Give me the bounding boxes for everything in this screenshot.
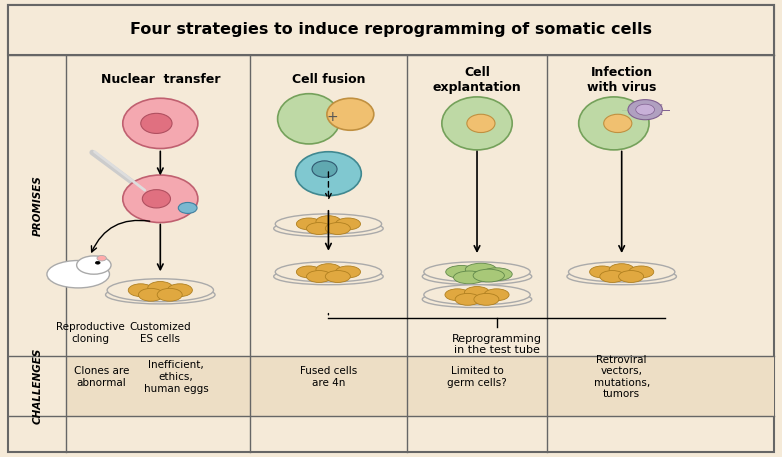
Ellipse shape [296,218,321,230]
Text: Four strategies to induce reprogramming of somatic cells: Four strategies to induce reprogramming … [130,22,652,37]
Circle shape [628,100,662,120]
Ellipse shape [481,268,512,281]
Text: Retroviral
vectors,
mutations,
tumors: Retroviral vectors, mutations, tumors [594,355,650,399]
Ellipse shape [422,291,532,308]
Ellipse shape [138,288,163,301]
Ellipse shape [465,287,490,298]
Ellipse shape [604,114,632,133]
Text: Limited to
germ cells?: Limited to germ cells? [447,366,507,388]
Ellipse shape [600,271,625,282]
Ellipse shape [424,262,530,282]
Ellipse shape [424,285,530,305]
Ellipse shape [148,282,173,294]
FancyBboxPatch shape [8,5,774,55]
FancyBboxPatch shape [8,5,774,452]
Ellipse shape [47,260,109,288]
Text: Cell
explantation: Cell explantation [432,66,522,94]
Ellipse shape [296,152,361,196]
Ellipse shape [567,268,676,285]
FancyBboxPatch shape [66,356,774,416]
Text: +: + [327,110,338,123]
Text: Reprogramming
in the test tube: Reprogramming in the test tube [451,334,542,355]
Text: Customized
ES cells: Customized ES cells [130,322,191,344]
Text: Cell fusion: Cell fusion [292,74,365,86]
Ellipse shape [454,271,485,284]
Text: Nuclear  transfer: Nuclear transfer [101,74,220,86]
Ellipse shape [123,175,198,223]
Circle shape [178,202,197,213]
Ellipse shape [619,271,644,282]
Ellipse shape [446,266,477,278]
Text: Inefficient,
ethics,
human eggs: Inefficient, ethics, human eggs [144,361,208,393]
Ellipse shape [157,288,182,301]
Ellipse shape [316,264,341,276]
Ellipse shape [465,263,497,276]
Ellipse shape [609,264,634,276]
Ellipse shape [473,269,504,282]
Text: Infection
with virus: Infection with virus [587,66,656,94]
Circle shape [636,104,655,115]
Ellipse shape [569,262,675,282]
Ellipse shape [422,268,532,285]
Ellipse shape [278,94,340,144]
Ellipse shape [467,114,495,133]
Text: Reproductive
cloning: Reproductive cloning [56,322,124,344]
Ellipse shape [325,223,350,234]
Ellipse shape [274,268,383,285]
Ellipse shape [107,279,213,302]
Ellipse shape [312,161,337,177]
Ellipse shape [335,218,361,230]
Text: PROMISES: PROMISES [33,175,42,236]
Ellipse shape [275,262,382,282]
Text: Clones are
abnormal: Clones are abnormal [74,366,129,388]
Ellipse shape [296,266,321,278]
Text: Fused cells
are 4n: Fused cells are 4n [300,366,357,388]
Ellipse shape [142,190,170,208]
Ellipse shape [275,214,382,234]
Ellipse shape [167,284,192,297]
Circle shape [97,255,106,261]
Ellipse shape [445,289,470,301]
Ellipse shape [307,223,332,234]
Ellipse shape [579,97,649,150]
Ellipse shape [274,220,383,237]
Ellipse shape [629,266,654,278]
Ellipse shape [484,289,509,301]
Ellipse shape [335,266,361,278]
Circle shape [95,261,100,264]
Ellipse shape [590,266,615,278]
Ellipse shape [106,286,215,304]
Ellipse shape [455,293,480,305]
Ellipse shape [307,271,332,282]
Ellipse shape [316,216,341,228]
Ellipse shape [327,98,374,130]
Ellipse shape [325,271,350,282]
Text: CHALLENGES: CHALLENGES [33,348,42,425]
Ellipse shape [128,284,153,297]
Ellipse shape [77,256,111,274]
Ellipse shape [442,97,512,150]
Ellipse shape [141,113,172,133]
Ellipse shape [123,98,198,149]
Ellipse shape [474,293,499,305]
